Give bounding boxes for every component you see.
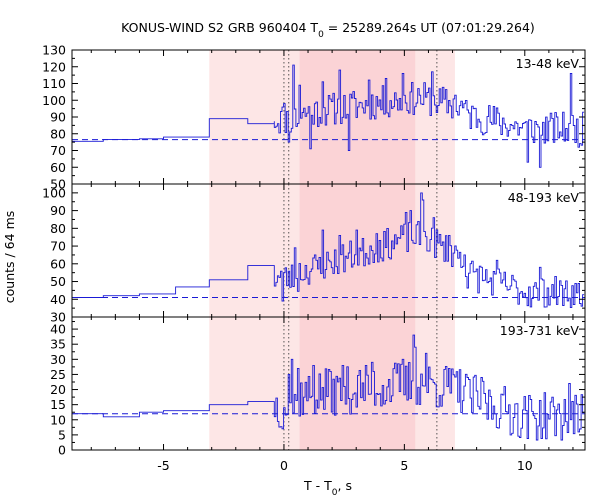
light-curve-1 bbox=[72, 192, 585, 309]
y-tick-label: 0 bbox=[58, 443, 66, 458]
y-tick-label: 70 bbox=[50, 143, 66, 158]
y-tick-label: 80 bbox=[50, 126, 66, 141]
y-tick-label: 90 bbox=[50, 203, 66, 218]
y-tick-label: 15 bbox=[50, 397, 66, 412]
y-tick-label: 50 bbox=[50, 177, 66, 192]
y-tick-label: 60 bbox=[50, 160, 66, 175]
light-curve-0 bbox=[72, 64, 585, 168]
y-tick-label: 70 bbox=[50, 239, 66, 254]
y-tick-label: 40 bbox=[50, 292, 66, 307]
y-tick-label: 30 bbox=[50, 310, 66, 325]
light-curve-2 bbox=[72, 334, 585, 441]
y-tick-label: 10 bbox=[50, 412, 66, 427]
y-tick-label: 130 bbox=[42, 43, 66, 58]
energy-band-label: 13-48 keV bbox=[516, 56, 580, 71]
y-tick-label: 80 bbox=[50, 221, 66, 236]
y-tick-label: 30 bbox=[50, 352, 66, 367]
y-tick-label: 40 bbox=[50, 322, 66, 337]
energy-band-label: 193-731 keV bbox=[500, 323, 580, 338]
y-tick-label: 20 bbox=[50, 382, 66, 397]
y-tick-label: 100 bbox=[42, 93, 66, 108]
y-tick-label: 100 bbox=[42, 185, 66, 200]
y-axis-label: counts / 64 ms bbox=[2, 211, 17, 304]
chart-title: KONUS-WIND S2 GRB 960404 T0 = 25289.264s… bbox=[121, 20, 535, 40]
x-tick-label: 5 bbox=[400, 458, 408, 473]
y-tick-label: 120 bbox=[42, 59, 66, 74]
y-tick-label: 90 bbox=[50, 110, 66, 125]
y-tick-label: 110 bbox=[42, 76, 66, 91]
y-tick-label: 25 bbox=[50, 367, 66, 382]
x-tick-label: -5 bbox=[157, 458, 169, 473]
panel-frame bbox=[71, 316, 586, 451]
y-tick-label: 60 bbox=[50, 256, 66, 271]
x-tick-label: 10 bbox=[517, 458, 533, 473]
y-tick-label: 50 bbox=[50, 274, 66, 289]
y-tick-label: 35 bbox=[50, 337, 66, 352]
x-tick-label: 0 bbox=[280, 458, 288, 473]
y-tick-label: 5 bbox=[58, 427, 66, 442]
x-axis-label: T - T0, s bbox=[303, 478, 352, 498]
energy-band-label: 48-193 keV bbox=[508, 190, 580, 205]
panel-1: 30 40 50 60 70 80 90 100 48-193 keV bbox=[42, 183, 586, 325]
